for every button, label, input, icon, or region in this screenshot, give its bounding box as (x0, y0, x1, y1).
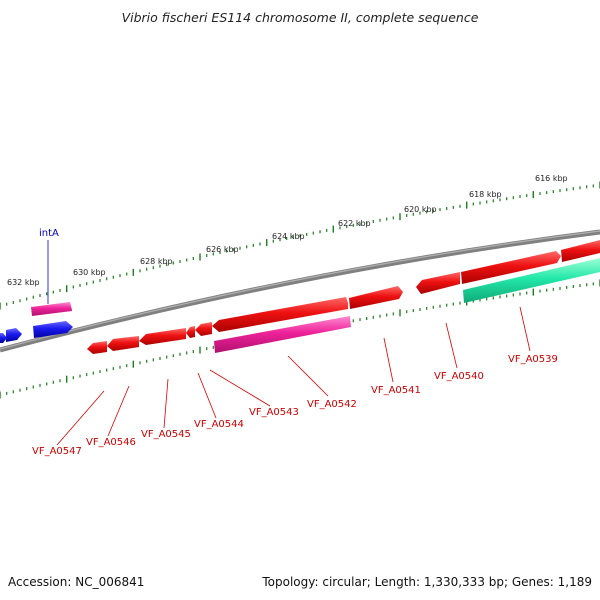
gene-arrow-blue-2[interactable] (6, 328, 22, 342)
gene-VF_A0546[interactable] (107, 336, 139, 351)
gene-arrow-intA[interactable] (31, 302, 72, 316)
leader-lines (47, 240, 531, 446)
ruler-label-618kbp: 618 kbp (469, 190, 502, 199)
gene-arrow-VF_A0542-pink[interactable] (214, 316, 351, 353)
outer-ruler (0, 181, 600, 310)
gene-arrow-VF_A0547[interactable] (87, 341, 107, 354)
leader-VF_A0541 (383, 337, 394, 383)
gene-arrow-VF_A0540[interactable] (416, 272, 460, 294)
ruler-label-632kbp: 632 kbp (7, 278, 40, 287)
gene-arrow-VF_A0539-next[interactable] (561, 240, 600, 262)
label-VF_A0543[interactable]: VF_A0543 (249, 407, 299, 418)
gene-labels: intA VF_A0547 VF_A0546 VF_A0545 VF_A0544… (32, 228, 558, 457)
gene-arrow-VF_A0539[interactable] (461, 251, 561, 284)
label-VF_A0546[interactable]: VF_A0546 (86, 437, 136, 448)
gene-blue-2[interactable] (0, 328, 22, 343)
label-VF_A0544[interactable]: VF_A0544 (194, 419, 244, 430)
label-VF_A0542[interactable]: VF_A0542 (307, 399, 357, 410)
gene-VF_A0547[interactable] (87, 341, 107, 354)
chromosome-backbone-highlight (0, 230, 600, 350)
leader-VF_A0540 (445, 322, 458, 369)
leader-VF_A0542 (287, 355, 329, 397)
inner-ruler (0, 279, 600, 399)
ruler-label-624kbp: 624 kbp (272, 232, 305, 241)
leader-VF_A0539 (519, 306, 531, 352)
gene-VF_A0545[interactable] (139, 328, 186, 345)
leader-VF_A0547 (56, 390, 105, 446)
ruler-label-630kbp: 630 kbp (73, 268, 106, 277)
leader-VF_A0546 (107, 385, 130, 437)
gene-arrow-VF_A0541[interactable] (349, 286, 403, 309)
gene-arrow-VF_A0542[interactable] (212, 297, 348, 332)
ruler-label-616kbp: 616 kbp (535, 174, 568, 183)
ruler-label-628kbp: 628 kbp (140, 257, 173, 266)
gene-arrow-VF_A0545[interactable] (139, 328, 186, 345)
gene-intA[interactable] (31, 302, 72, 316)
gene-arrow-blue-1[interactable] (33, 321, 73, 338)
gene-arrow-VF_A0543[interactable] (195, 322, 212, 336)
leader-VF_A0544 (197, 372, 217, 419)
map-title: Vibrio fischeri ES114 chromosome II, com… (121, 10, 479, 25)
label-intA[interactable]: intA (39, 228, 59, 239)
gene-VF_A0543[interactable] (195, 322, 212, 336)
gene-arrow-VF_A0539-teal[interactable] (463, 258, 600, 303)
gene-arrow-VF_A0546[interactable] (107, 336, 139, 351)
ruler-label-620kbp: 620 kbp (404, 205, 437, 214)
leader-VF_A0545 (163, 378, 169, 429)
ruler-label-626kbp: 626 kbp (206, 245, 239, 254)
label-VF_A0545[interactable]: VF_A0545 (141, 429, 191, 440)
ruler-label-622kbp: 622 kbp (338, 219, 371, 228)
chromosome-backbone (0, 229, 600, 353)
gene-VF_A0540[interactable] (416, 272, 460, 294)
leader-VF_A0543 (209, 369, 271, 407)
gene-VF_A0542[interactable] (212, 297, 351, 353)
accession-text: Accession: NC_006841 (8, 575, 145, 589)
gene-VF_A0541[interactable] (349, 286, 403, 309)
gene-arrow-VF_A0544[interactable] (186, 326, 195, 338)
gene-arrow-blue-3[interactable] (0, 333, 7, 343)
gene-VF_A0544[interactable] (186, 326, 195, 338)
topology-text: Topology: circular; Length: 1,330,333 bp… (262, 575, 592, 589)
label-VF_A0541[interactable]: VF_A0541 (371, 385, 421, 396)
ruler-labels: 632 kbp 630 kbp 628 kbp 626 kbp 624 kbp … (7, 174, 568, 287)
label-VF_A0539[interactable]: VF_A0539 (508, 354, 558, 365)
label-VF_A0540[interactable]: VF_A0540 (434, 371, 484, 382)
label-VF_A0547[interactable]: VF_A0547 (32, 446, 82, 457)
gene-blue-1[interactable] (33, 321, 73, 338)
gene-VF_A0539[interactable] (461, 240, 600, 303)
